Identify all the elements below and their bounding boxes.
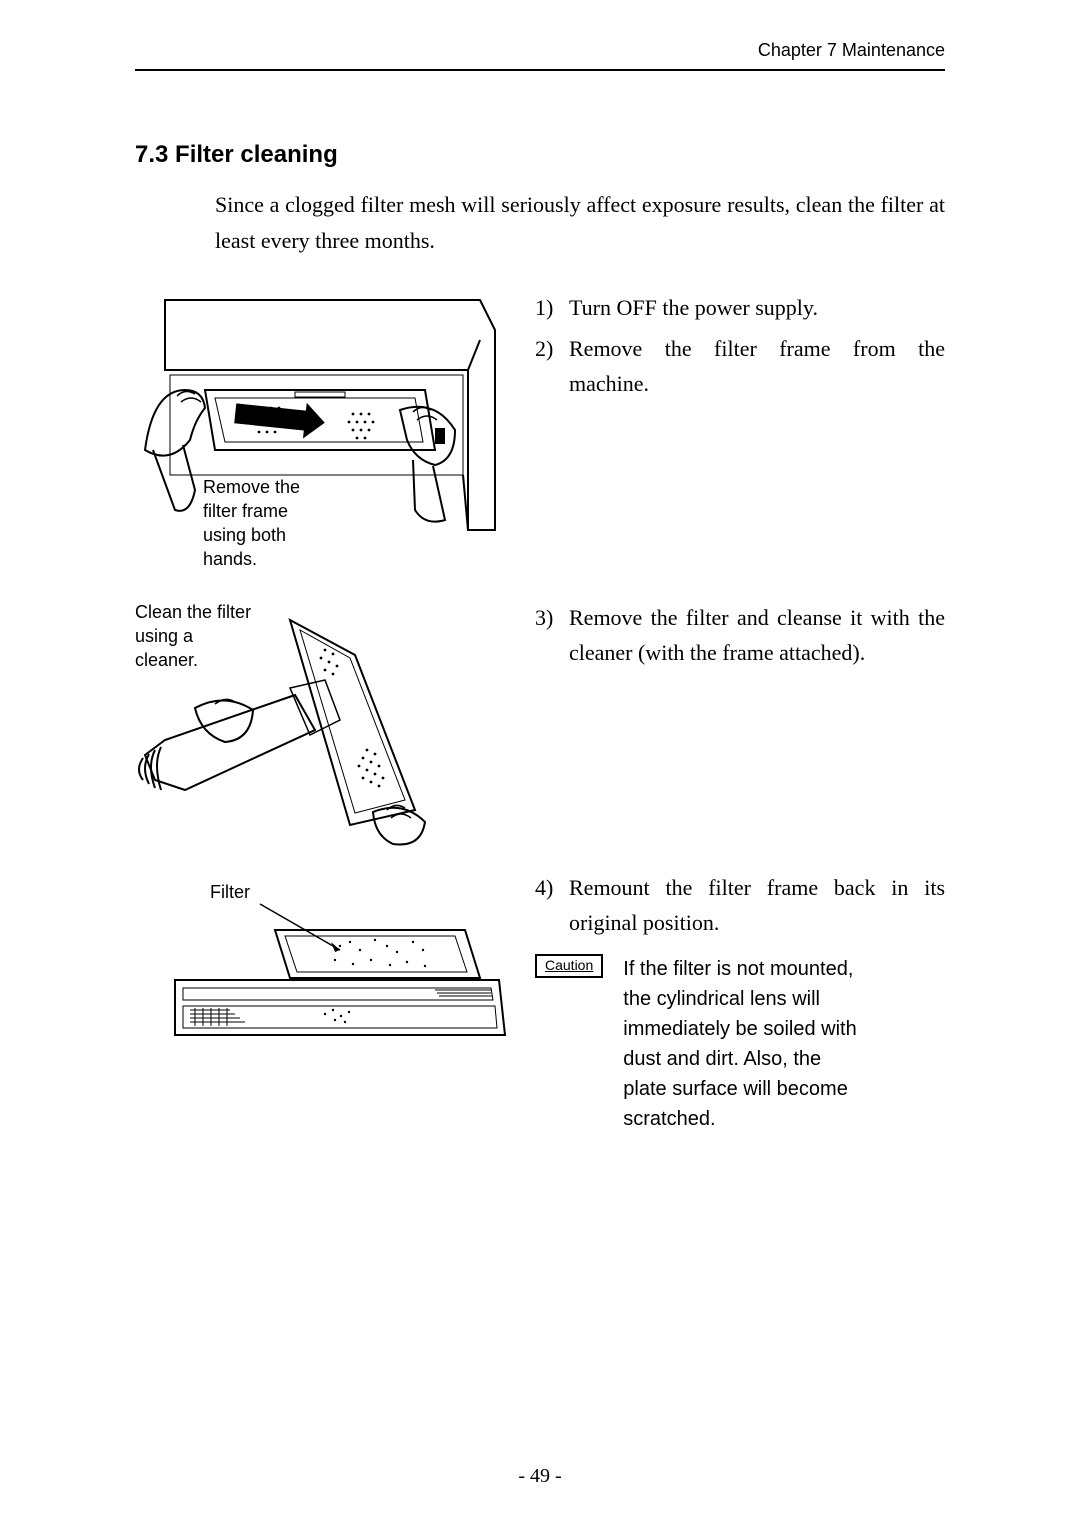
figure-clean-filter: Clean the filter using a cleaner. xyxy=(135,600,515,850)
section-number: 7.3 xyxy=(135,141,168,168)
figure-remove-frame: Remove the filter frame using both hands… xyxy=(135,290,515,580)
step-3: 3) Remove the filter and cleanse it with… xyxy=(535,600,945,670)
step-2: 2) Remove the filter frame from the mach… xyxy=(535,331,945,401)
figure2-label: Clean the filter using a cleaner. xyxy=(135,600,275,673)
step-3-text: Remove the filter and cleanse it with th… xyxy=(569,600,945,670)
caution-block: Caution If the filter is not mounted, th… xyxy=(535,954,945,1134)
step-1-text: Turn OFF the power supply. xyxy=(569,290,945,325)
step-2-text: Remove the filter frame from the machine… xyxy=(569,331,945,401)
page-number: - 49 - xyxy=(0,1465,1080,1488)
step-1: 1) Turn OFF the power supply. xyxy=(535,290,945,325)
caution-label-box: Caution xyxy=(535,954,603,978)
running-header: Chapter 7 Maintenance xyxy=(135,40,945,71)
step-3-num: 3) xyxy=(535,600,569,670)
step-4-num: 4) xyxy=(535,870,569,940)
figure-remount-filter: Filter xyxy=(135,880,515,1050)
step-1-num: 1) xyxy=(535,290,569,325)
section-title: Filter cleaning xyxy=(175,141,338,168)
step-4: 4) Remount the filter frame back in its … xyxy=(535,870,945,940)
step-2-num: 2) xyxy=(535,331,569,401)
figure1-label: Remove the filter frame using both hands… xyxy=(203,475,323,572)
intro-paragraph: Since a clogged filter mesh will serious… xyxy=(215,187,945,260)
section-heading: 7.3 Filter cleaning xyxy=(135,141,945,169)
step-4-text: Remount the filter frame back in its ori… xyxy=(569,870,945,940)
figure3-label: Filter xyxy=(210,880,250,904)
caution-text: If the filter is not mounted, the cylind… xyxy=(623,954,863,1134)
